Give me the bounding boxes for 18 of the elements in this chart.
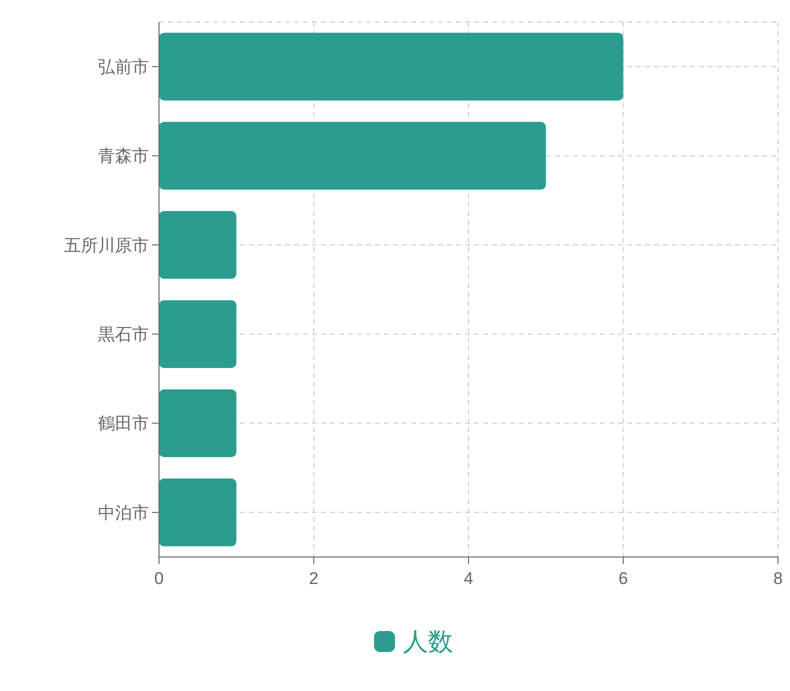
bar [159,389,236,458]
bar [159,478,236,546]
bar [159,300,236,368]
x-tick-label: 4 [464,569,474,588]
x-tick-label: 8 [773,569,783,588]
bar [159,32,624,100]
legend-label: 人数 [403,628,453,656]
bar [159,211,236,279]
y-tick-label: 弘前市 [98,58,149,77]
x-tick-label: 0 [154,569,164,588]
y-tick-label: 鶴田市 [98,414,149,434]
y-tick-label: 五所川原市 [64,236,149,255]
y-tick-label: 黒石市 [98,325,149,344]
x-tick-label: 6 [618,569,628,588]
y-tick-label: 青森市 [98,146,149,166]
bar [159,122,546,190]
x-tick-label: 2 [309,569,318,588]
y-tick-label: 中泊市 [98,503,149,522]
